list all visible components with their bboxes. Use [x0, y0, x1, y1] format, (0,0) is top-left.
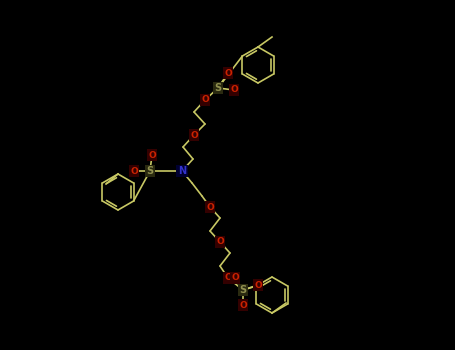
Text: O: O	[224, 273, 232, 282]
Text: O: O	[206, 203, 214, 211]
Text: S: S	[147, 166, 154, 176]
Text: O: O	[224, 69, 232, 77]
Text: O: O	[231, 273, 239, 282]
Text: O: O	[216, 238, 224, 246]
Text: S: S	[214, 83, 222, 93]
Text: O: O	[201, 96, 209, 105]
Text: O: O	[130, 167, 138, 175]
Text: O: O	[148, 150, 156, 160]
Text: O: O	[239, 301, 247, 309]
Text: S: S	[239, 285, 247, 295]
Text: O: O	[190, 131, 198, 140]
Text: O: O	[230, 85, 238, 94]
Text: O: O	[254, 280, 262, 289]
Text: N: N	[178, 166, 186, 176]
